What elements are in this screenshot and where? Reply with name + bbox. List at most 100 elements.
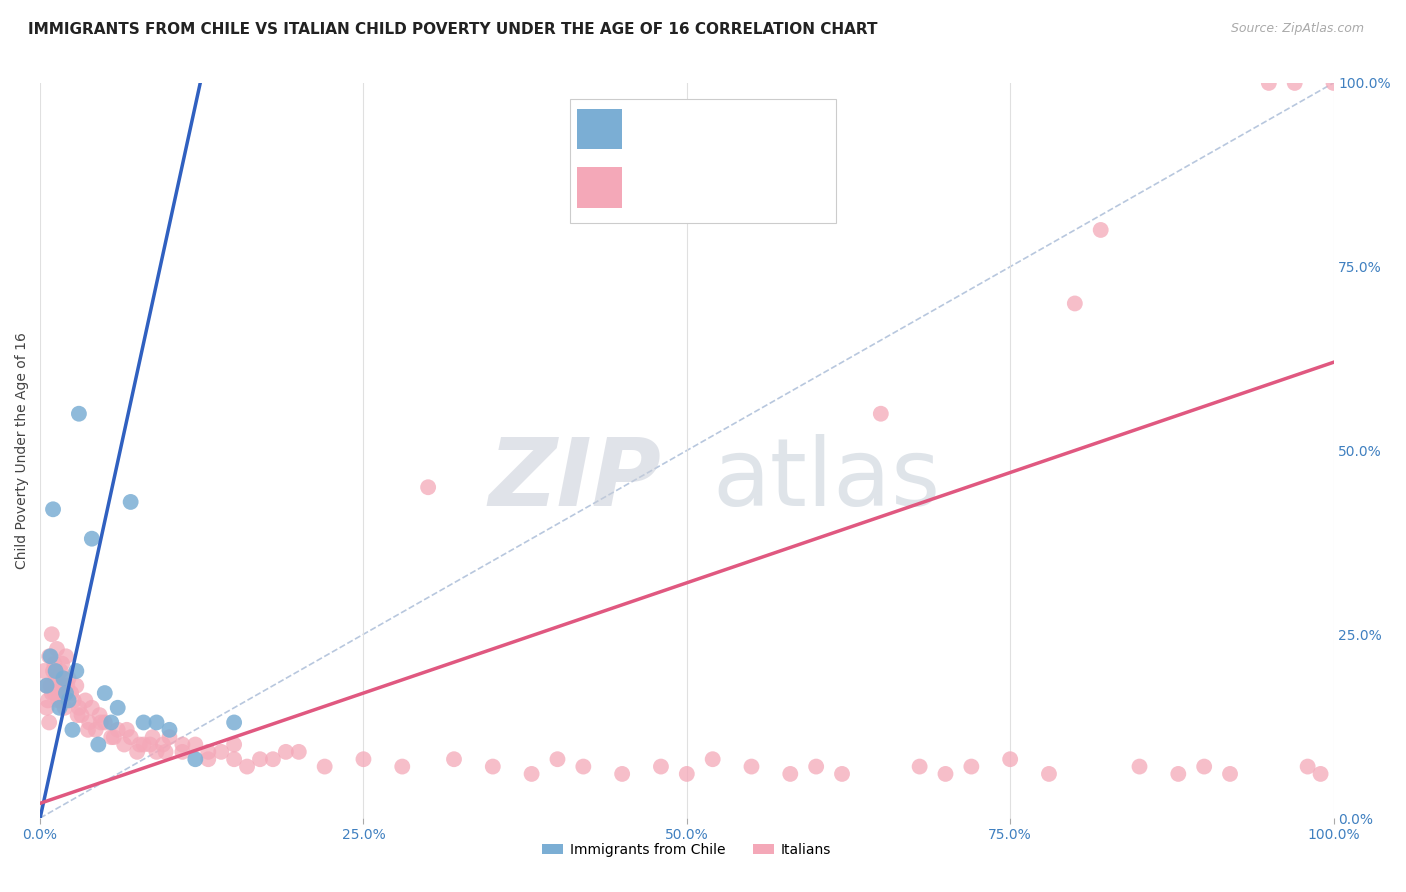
Point bbox=[546, 752, 568, 766]
FancyBboxPatch shape bbox=[571, 99, 835, 223]
Point bbox=[184, 752, 207, 766]
Point bbox=[65, 664, 87, 678]
Point bbox=[90, 715, 112, 730]
Point bbox=[62, 723, 84, 737]
Point bbox=[998, 752, 1021, 766]
Point bbox=[960, 759, 983, 773]
Point bbox=[314, 759, 336, 773]
Point bbox=[145, 715, 167, 730]
Point bbox=[274, 745, 297, 759]
Point bbox=[38, 715, 60, 730]
Point bbox=[84, 723, 107, 737]
Point bbox=[132, 715, 155, 730]
Point bbox=[172, 738, 194, 752]
Point bbox=[80, 532, 103, 546]
Point bbox=[45, 664, 67, 678]
Point bbox=[740, 759, 762, 773]
Point bbox=[52, 679, 75, 693]
Point bbox=[869, 407, 891, 421]
Point bbox=[831, 767, 853, 781]
Point bbox=[197, 752, 219, 766]
Point bbox=[127, 745, 149, 759]
Point bbox=[1128, 759, 1150, 773]
Point bbox=[55, 686, 77, 700]
Point bbox=[197, 745, 219, 759]
Point bbox=[46, 693, 69, 707]
Point bbox=[249, 752, 271, 766]
Point bbox=[77, 715, 100, 730]
Point bbox=[87, 738, 110, 752]
Point bbox=[1296, 759, 1319, 773]
Point bbox=[42, 664, 65, 678]
Point bbox=[610, 767, 633, 781]
Point bbox=[128, 738, 150, 752]
Point bbox=[45, 642, 67, 657]
Point bbox=[45, 671, 67, 685]
Point bbox=[89, 708, 111, 723]
Point bbox=[224, 715, 246, 730]
Point bbox=[66, 708, 89, 723]
Point bbox=[35, 700, 58, 714]
Point bbox=[391, 759, 413, 773]
Point bbox=[172, 745, 194, 759]
Point bbox=[1167, 767, 1189, 781]
Point bbox=[48, 686, 70, 700]
Point bbox=[62, 693, 84, 707]
Point bbox=[1192, 759, 1215, 773]
Text: N = 22: N = 22 bbox=[738, 116, 797, 134]
Text: R = 0.619: R = 0.619 bbox=[638, 116, 723, 134]
Point bbox=[288, 745, 311, 759]
Text: ZIP: ZIP bbox=[488, 434, 661, 526]
Point bbox=[65, 679, 87, 693]
Text: IMMIGRANTS FROM CHILE VS ITALIAN CHILD POVERTY UNDER THE AGE OF 16 CORRELATION C: IMMIGRANTS FROM CHILE VS ITALIAN CHILD P… bbox=[28, 22, 877, 37]
Point bbox=[115, 723, 138, 737]
Point bbox=[52, 671, 75, 685]
Point bbox=[112, 738, 135, 752]
Point bbox=[209, 745, 232, 759]
Point bbox=[60, 686, 83, 700]
Point bbox=[120, 495, 142, 509]
Point bbox=[42, 502, 65, 516]
Point bbox=[224, 752, 246, 766]
Point bbox=[675, 767, 697, 781]
Text: R = 0.551: R = 0.551 bbox=[638, 175, 723, 193]
Point bbox=[49, 693, 72, 707]
Point bbox=[67, 407, 90, 421]
Point bbox=[779, 767, 801, 781]
Point bbox=[155, 745, 177, 759]
Point bbox=[1284, 76, 1306, 90]
Point bbox=[908, 759, 931, 773]
Point bbox=[1063, 296, 1085, 310]
Point bbox=[1309, 767, 1331, 781]
Text: N = 101: N = 101 bbox=[738, 175, 807, 193]
Point bbox=[35, 679, 58, 693]
Point bbox=[159, 730, 181, 744]
Point bbox=[418, 480, 440, 494]
FancyBboxPatch shape bbox=[576, 168, 621, 208]
Point bbox=[41, 627, 63, 641]
Point bbox=[353, 752, 375, 766]
Point bbox=[44, 657, 66, 671]
Point bbox=[103, 730, 125, 744]
Point bbox=[44, 686, 66, 700]
Point bbox=[58, 671, 80, 685]
Point bbox=[1257, 76, 1279, 90]
Point bbox=[1090, 223, 1112, 237]
Point bbox=[77, 723, 100, 737]
Point bbox=[94, 686, 117, 700]
Point bbox=[45, 671, 67, 685]
Point bbox=[132, 738, 155, 752]
Point bbox=[262, 752, 284, 766]
Point bbox=[650, 759, 672, 773]
Point bbox=[100, 730, 122, 744]
Point bbox=[70, 708, 93, 723]
Point bbox=[224, 738, 246, 752]
Point bbox=[53, 700, 76, 714]
Y-axis label: Child Poverty Under the Age of 16: Child Poverty Under the Age of 16 bbox=[15, 332, 30, 569]
Point bbox=[94, 715, 117, 730]
Point bbox=[139, 738, 162, 752]
Text: atlas: atlas bbox=[713, 434, 941, 526]
Point bbox=[443, 752, 465, 766]
Point bbox=[48, 700, 70, 714]
Point bbox=[35, 679, 58, 693]
